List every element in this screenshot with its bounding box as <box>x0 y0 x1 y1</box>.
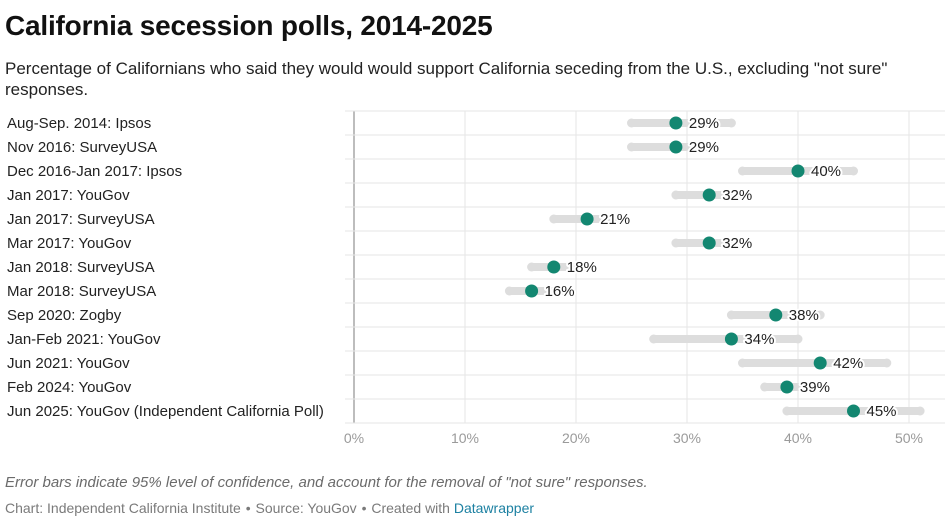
value-dot <box>525 284 539 298</box>
value-labels: 29% 29% 40% 32% 21% 32% 18% 16% 38% 34% 42%39% 45% <box>543 113 899 422</box>
row-label: Jan-Feb 2021: YouGov <box>7 331 161 348</box>
credit-separator: • <box>245 500 251 516</box>
value-dots <box>525 116 860 418</box>
row-label: Jun 2025: YouGov (Independent California… <box>7 403 324 420</box>
row-label: Jan 2017: SurveyUSA <box>7 211 155 228</box>
x-tick-label: 40% <box>784 430 812 446</box>
error-bar-cap-high <box>704 142 714 152</box>
value-dot <box>669 140 683 154</box>
error-bar-cap-high <box>815 310 825 320</box>
row-label: Dec 2016-Jan 2017: Ipsos <box>7 163 182 180</box>
error-bar-cap-high <box>882 358 892 368</box>
error-bar-cap-low <box>649 334 659 344</box>
error-bar-cap-low <box>738 166 747 176</box>
row-label: Jun 2021: YouGov <box>7 355 130 372</box>
credit-source: Source: YouGov <box>255 500 357 516</box>
value-dot <box>669 116 683 130</box>
error-bar-cap-low <box>671 190 681 200</box>
error-bar-cap-high <box>804 382 814 392</box>
value-label: 45% <box>867 403 897 420</box>
error-bar-cap-low <box>738 358 747 368</box>
row-label: Mar 2018: SurveyUSA <box>7 283 156 300</box>
x-tick-label: 30% <box>673 430 701 446</box>
row-label: Sep 2020: Zogby <box>7 307 122 324</box>
value-dot <box>724 332 738 346</box>
x-tick-label: 10% <box>451 430 479 446</box>
row-label: Nov 2016: SurveyUSA <box>7 139 157 156</box>
row-label: Aug-Sep. 2014: Ipsos <box>7 115 151 132</box>
error-bar-cap-high <box>738 190 747 200</box>
value-dot <box>702 188 716 202</box>
value-label: 38% <box>789 307 819 324</box>
error-bar-cap-low <box>549 214 559 224</box>
error-bar-cap-low <box>504 286 514 296</box>
error-bar-cap-low <box>782 406 792 416</box>
value-dot <box>580 212 594 226</box>
value-label: 34% <box>744 331 774 348</box>
error-bar-cap-low <box>671 238 681 248</box>
chart-title: California secession polls, 2014-2025 <box>5 10 493 41</box>
error-bar-cap-high <box>726 118 736 128</box>
value-dot <box>847 404 860 418</box>
row-labels: Aug-Sep. 2014: Ipsos Nov 2016: SurveyUSA D… <box>7 115 324 420</box>
error-bar-cap-low <box>527 262 537 272</box>
datawrapper-link[interactable]: Datawrapper <box>453 500 535 516</box>
value-dot <box>780 380 794 394</box>
value-label: 21% <box>600 211 630 228</box>
value-dot <box>813 356 827 370</box>
x-axis-ticks: 0% 10% 20% 30% 40% 50% <box>344 430 923 446</box>
error-bar-cap-high <box>793 334 803 344</box>
row-label: Jan 2017: YouGov <box>7 187 130 204</box>
value-dot <box>769 308 783 322</box>
value-label: 29% <box>689 115 719 132</box>
error-bar-cap-high <box>560 286 570 296</box>
value-dot <box>791 164 805 178</box>
error-bar-cap-low <box>627 118 636 128</box>
value-label: 40% <box>811 163 841 180</box>
value-label: 18% <box>567 259 597 276</box>
error-bar-cap-high <box>582 262 592 272</box>
value-label: 16% <box>545 283 575 300</box>
chart-notes: Error bars indicate 95% level of confide… <box>5 474 648 491</box>
credit-separator: • <box>361 500 367 516</box>
chart-credit: Chart: Independent California Institute … <box>5 500 534 516</box>
credit-created-with: Created with <box>371 500 450 516</box>
x-tick-label: 50% <box>895 430 923 446</box>
credit-author: Chart: Independent California Institute <box>5 500 241 516</box>
error-bar-cap-high <box>915 406 925 416</box>
x-tick-label: 0% <box>344 430 364 446</box>
value-dot <box>702 236 716 250</box>
row-label: Feb 2024: YouGov <box>7 379 132 396</box>
row-label: Jan 2018: SurveyUSA <box>7 259 155 276</box>
grid-layer <box>345 110 945 424</box>
error-bar-cap-low <box>760 382 770 392</box>
error-bar-cap-high <box>849 166 858 176</box>
error-bar-cap-high <box>615 214 625 224</box>
x-tick-label: 20% <box>562 430 590 446</box>
value-label: 32% <box>722 187 752 204</box>
value-label: 42% <box>833 355 863 372</box>
value-label: 32% <box>722 235 752 252</box>
value-label: 39% <box>800 379 830 396</box>
error-bar-cap-low <box>627 142 636 152</box>
error-bar-cap-high <box>738 238 747 248</box>
error-bar-cap-low <box>726 310 736 320</box>
chart-subtitle: Percentage of Californians who said they… <box>5 59 888 99</box>
row-label: Mar 2017: YouGov <box>7 235 132 252</box>
value-dot <box>547 260 561 274</box>
value-label: 29% <box>689 139 719 156</box>
